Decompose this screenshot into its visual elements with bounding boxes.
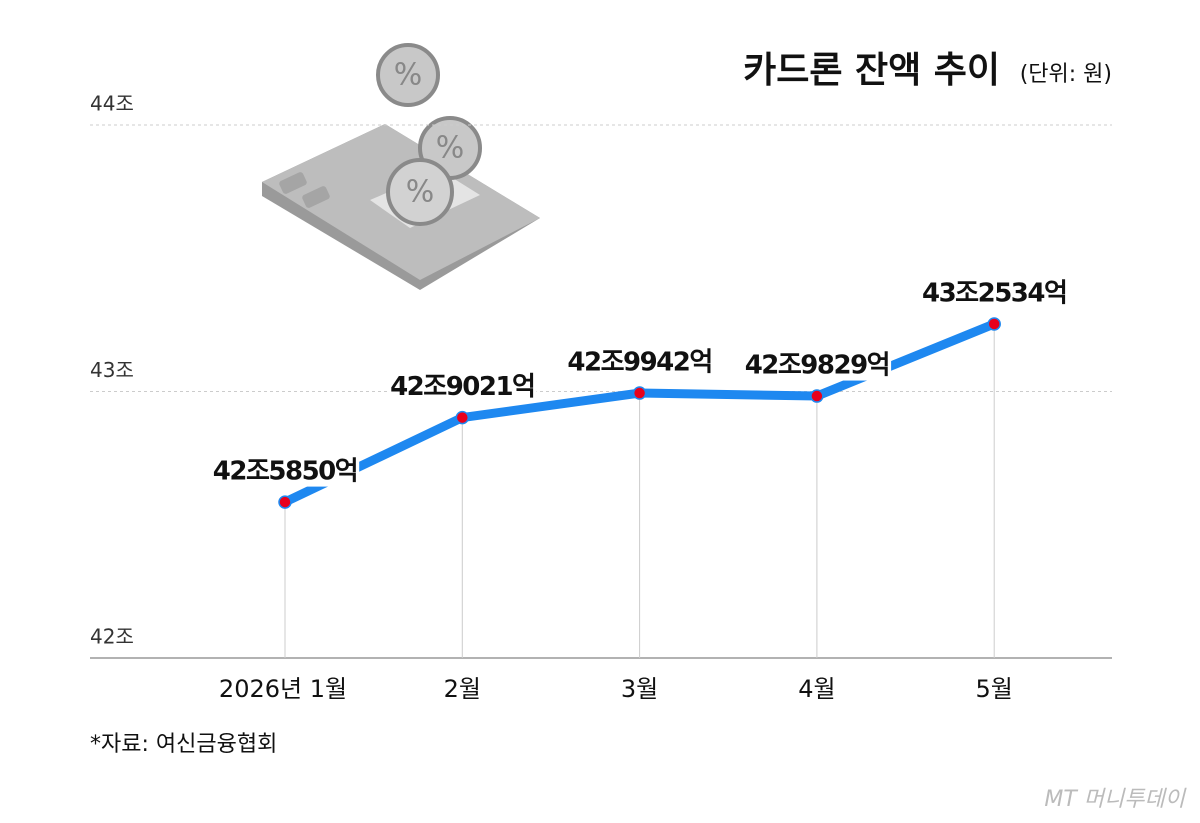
svg-text:%: %: [394, 58, 423, 93]
point: [810, 389, 824, 403]
label-bg: [742, 350, 892, 381]
source: *자료: 여신금융협회: [90, 732, 277, 757]
value-label: 42조5850억: [213, 457, 357, 487]
point: [455, 410, 470, 425]
value-label: 42조9942억: [567, 348, 711, 378]
chart-title: 카드론 잔액 추이: [743, 50, 1000, 91]
label-bg: [388, 372, 537, 403]
value-label: 42조9021억: [390, 372, 534, 402]
y-tick-label: 42조: [90, 625, 134, 649]
value-label: 42조9829억: [745, 351, 889, 381]
y-tick-label: 43조: [90, 358, 134, 382]
point: [632, 386, 647, 400]
x-tick-label: 2월: [444, 675, 481, 703]
label-bg: [210, 456, 360, 487]
svg-text:%: %: [406, 175, 435, 210]
x-tick-label: 5월: [976, 675, 1013, 703]
x-tick-label: 3월: [621, 675, 658, 703]
x-tick-label: 4월: [798, 675, 835, 703]
card-illustration: % % %: [262, 43, 540, 290]
value-label: 43조2534억: [922, 278, 1066, 308]
point: [987, 317, 1001, 331]
point: [278, 495, 292, 509]
svg-text:%: %: [436, 131, 465, 166]
x-tick-label: 2026년 1월: [219, 675, 347, 703]
y-tick-label: 44조: [90, 92, 134, 116]
label-bg: [920, 278, 1069, 309]
watermark: MT 머니투데이: [1044, 787, 1186, 812]
unit-note: (단위: 원): [1020, 62, 1112, 87]
label-bg: [565, 347, 714, 378]
